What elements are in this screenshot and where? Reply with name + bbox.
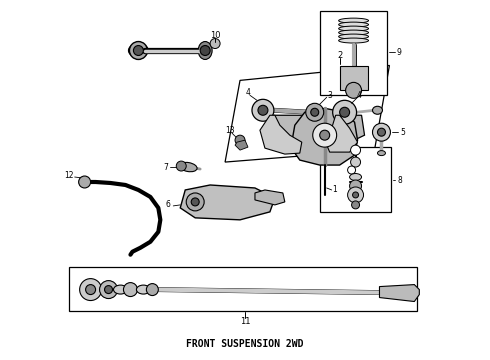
Ellipse shape xyxy=(339,34,368,39)
Circle shape xyxy=(353,192,359,198)
Text: 2: 2 xyxy=(337,51,342,60)
Circle shape xyxy=(333,100,357,124)
Circle shape xyxy=(345,82,362,98)
Text: 1: 1 xyxy=(332,185,337,194)
Circle shape xyxy=(147,284,158,296)
Circle shape xyxy=(191,198,199,206)
Ellipse shape xyxy=(339,38,368,43)
Circle shape xyxy=(350,157,361,167)
Ellipse shape xyxy=(339,26,368,31)
Circle shape xyxy=(86,285,96,294)
Circle shape xyxy=(347,187,364,203)
Polygon shape xyxy=(255,190,285,205)
Bar xyxy=(319,11,388,95)
Text: 7: 7 xyxy=(163,163,168,172)
Circle shape xyxy=(313,123,337,147)
Bar xyxy=(319,147,392,212)
Text: 3: 3 xyxy=(327,91,332,100)
Text: 9: 9 xyxy=(397,48,402,57)
Text: 13: 13 xyxy=(225,126,235,135)
Ellipse shape xyxy=(372,106,383,114)
Circle shape xyxy=(352,201,360,209)
Circle shape xyxy=(176,161,186,171)
Circle shape xyxy=(78,176,91,188)
Bar xyxy=(69,267,417,311)
Circle shape xyxy=(99,280,118,298)
Ellipse shape xyxy=(349,174,362,180)
Polygon shape xyxy=(260,115,302,154)
Text: 12: 12 xyxy=(64,171,74,180)
Circle shape xyxy=(350,145,361,155)
Circle shape xyxy=(210,39,220,49)
Circle shape xyxy=(377,128,386,136)
Ellipse shape xyxy=(136,285,150,294)
Polygon shape xyxy=(325,115,358,152)
Circle shape xyxy=(349,180,362,192)
Bar xyxy=(340,67,368,90)
Circle shape xyxy=(319,130,330,140)
Text: 6: 6 xyxy=(166,201,171,210)
Circle shape xyxy=(340,107,349,117)
Circle shape xyxy=(306,103,324,121)
Text: 4: 4 xyxy=(357,91,362,100)
Circle shape xyxy=(252,99,274,121)
Ellipse shape xyxy=(179,162,197,172)
Circle shape xyxy=(311,108,319,116)
Ellipse shape xyxy=(128,44,148,58)
Polygon shape xyxy=(180,185,275,220)
Circle shape xyxy=(80,279,101,301)
Ellipse shape xyxy=(114,285,127,294)
Ellipse shape xyxy=(339,30,368,35)
Circle shape xyxy=(129,41,147,59)
Circle shape xyxy=(133,45,144,55)
Circle shape xyxy=(235,135,245,145)
Ellipse shape xyxy=(198,41,212,59)
Circle shape xyxy=(104,285,113,293)
Text: 4: 4 xyxy=(245,88,250,97)
Text: 11: 11 xyxy=(240,317,250,326)
Ellipse shape xyxy=(339,18,368,23)
Text: 10: 10 xyxy=(210,31,220,40)
Circle shape xyxy=(372,123,391,141)
Circle shape xyxy=(258,105,268,115)
Text: 5: 5 xyxy=(400,128,405,137)
Ellipse shape xyxy=(339,22,368,27)
Circle shape xyxy=(200,45,210,55)
Polygon shape xyxy=(379,285,419,302)
Circle shape xyxy=(186,193,204,211)
Ellipse shape xyxy=(377,150,386,156)
Polygon shape xyxy=(268,115,365,150)
Circle shape xyxy=(123,283,137,297)
Polygon shape xyxy=(235,140,248,150)
Text: FRONT SUSPENSION 2WD: FRONT SUSPENSION 2WD xyxy=(186,339,304,349)
Text: 8: 8 xyxy=(397,176,402,185)
Polygon shape xyxy=(292,108,358,165)
Circle shape xyxy=(347,166,356,174)
